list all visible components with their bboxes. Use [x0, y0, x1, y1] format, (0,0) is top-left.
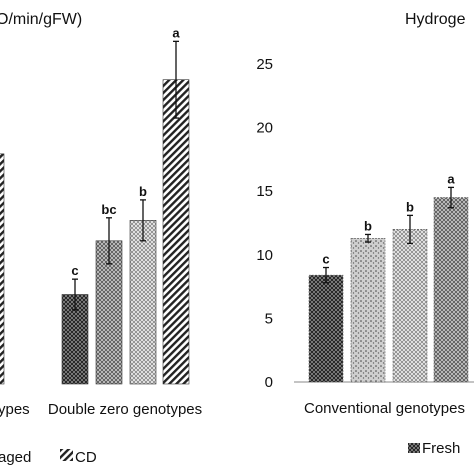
- legend: aged CD Fresh: [0, 440, 460, 466]
- bar-conventional-3: [392, 229, 428, 383]
- y-tick-label-5: 5: [265, 310, 273, 327]
- bar-conventional-2: [350, 237, 386, 383]
- y-tick-label-10: 10: [256, 247, 273, 264]
- sig-letter-conventional-4: a: [447, 171, 455, 186]
- y-tick-label-15: 15: [256, 183, 273, 200]
- sig-letter-conventional-3: b: [406, 199, 414, 214]
- y-tick-label-0: 0: [265, 374, 273, 391]
- category-label-left-1: ypes: [0, 401, 30, 418]
- y-tick-label-20: 20: [256, 120, 273, 137]
- sig-letter-double-zero-3: b: [139, 184, 147, 199]
- legend-swatch-fresh: [408, 443, 420, 453]
- legend-label-fresh: Fresh: [422, 440, 460, 457]
- right-axis-label: Hydroge: [405, 11, 466, 28]
- sig-letter-double-zero-2: bc: [101, 202, 116, 217]
- bar-conventional-4: [433, 197, 469, 383]
- category-label-right-1: Conventional genotypes: [304, 400, 465, 417]
- legend-swatch-cd: [60, 449, 73, 461]
- bar-clipped-group1: [0, 153, 5, 385]
- sig-letter-double-zero-1: c: [71, 263, 78, 278]
- left-axis-label: O/min/gFW): [0, 11, 82, 28]
- left-panel: c bc b a ypes Double zero genotypes: [0, 25, 202, 418]
- sig-letter-conventional-2: b: [364, 218, 372, 233]
- right-panel: 0 5 10 15 20 25 c b b a Conventional genotypes: [256, 56, 474, 417]
- legend-label-aged: aged: [0, 449, 31, 466]
- y-tick-label-25: 25: [256, 56, 273, 73]
- sig-letter-conventional-1: c: [322, 252, 329, 267]
- legend-label-cd: CD: [75, 449, 97, 466]
- bar-conventional-1: [308, 274, 344, 383]
- sig-letter-double-zero-4: a: [172, 25, 180, 40]
- bar-double-zero-3: [129, 220, 157, 385]
- category-label-left-2: Double zero genotypes: [48, 401, 202, 418]
- bar-double-zero-4: [162, 79, 190, 385]
